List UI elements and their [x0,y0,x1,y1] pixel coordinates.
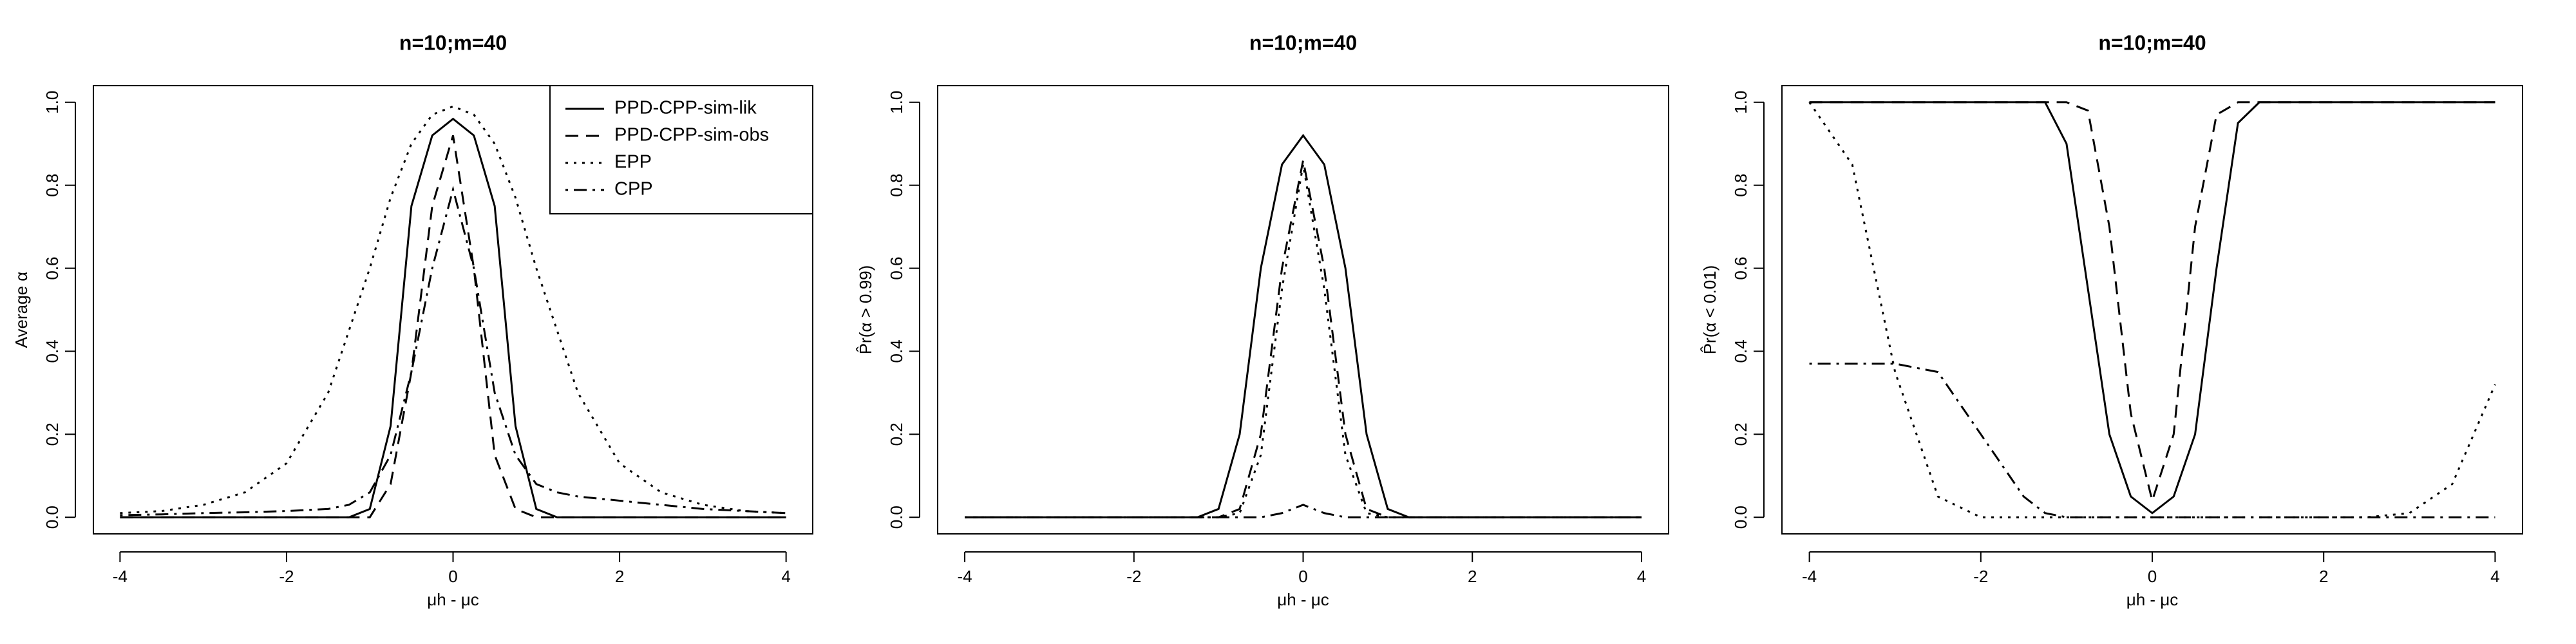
x-tick-label: 2 [615,567,624,586]
legend-box [549,85,813,214]
x-tick-label: 2 [2319,567,2328,586]
chart-title: n=10;m=40 [2098,31,2206,54]
legend-label: EPP [614,152,652,173]
y-tick-label: 0.6 [1731,256,1750,279]
series-line [965,133,1642,518]
x-axis-label: μh - μc [1277,590,1329,609]
y-axis-label: Average α [12,272,31,348]
y-tick-label: 0.2 [887,422,906,446]
y-tick-label: 0.6 [887,256,906,279]
x-tick-label: 2 [1468,567,1477,586]
series-line [120,105,786,515]
x-tick-label: 4 [781,567,790,586]
x-tick-label: 0 [448,567,457,586]
chart-title: n=10;m=40 [1249,31,1357,54]
series-line [965,164,1642,518]
y-tick-label: 0.4 [887,339,906,363]
series-line [120,185,786,516]
x-tick-label: -4 [957,567,972,586]
y-tick-label: 0.4 [1731,339,1750,363]
y-tick-label: 0.2 [43,422,62,446]
legend-label: PPD-CPP-sim-lik [614,98,757,118]
y-tick-label: 1.0 [1731,91,1750,114]
series-line [965,160,1642,518]
x-tick-label: 4 [2490,567,2499,586]
plot-frame [937,85,1669,535]
y-tick-label: 1.0 [887,91,906,114]
plot-frame [93,85,813,535]
y-tick-label: 1.0 [43,91,62,114]
y-axis-label: P̂r(α < 0.01) [1700,265,1719,355]
x-axis-label: μh - μc [2126,590,2179,609]
y-tick-label: 0.8 [43,174,62,197]
plot-frame [1781,85,2523,535]
legend-label: PPD-CPP-sim-obs [614,125,769,146]
y-axis-label: P̂r(α > 0.99) [856,265,875,355]
series-line [1809,101,2496,515]
x-tick-label: -2 [1973,567,1988,586]
series-line [1809,101,2496,504]
series-line [120,135,786,518]
x-tick-label: -4 [1802,567,1817,586]
chart-title: n=10;m=40 [399,31,507,54]
series-line [1808,101,2496,518]
y-tick-label: 0.8 [1731,174,1750,197]
y-tick-label: 0.0 [887,506,906,529]
y-tick-label: 0.8 [887,174,906,197]
y-tick-label: 0.0 [1731,506,1750,529]
x-tick-label: 0 [1298,567,1307,586]
x-tick-label: -4 [113,567,128,586]
y-tick-label: 0.6 [43,256,62,279]
y-tick-label: 0.2 [1731,422,1750,446]
x-tick-label: 4 [1637,567,1646,586]
y-tick-label: 0.4 [43,339,62,363]
legend-label: CPP [614,179,653,200]
series-line [965,504,1642,518]
x-tick-label: 0 [2148,567,2157,586]
x-axis-label: μh - μc [427,590,479,609]
y-tick-label: 0.0 [43,506,62,529]
x-tick-label: -2 [1126,567,1141,586]
series-line [1809,363,2496,518]
x-tick-label: -2 [279,567,294,586]
